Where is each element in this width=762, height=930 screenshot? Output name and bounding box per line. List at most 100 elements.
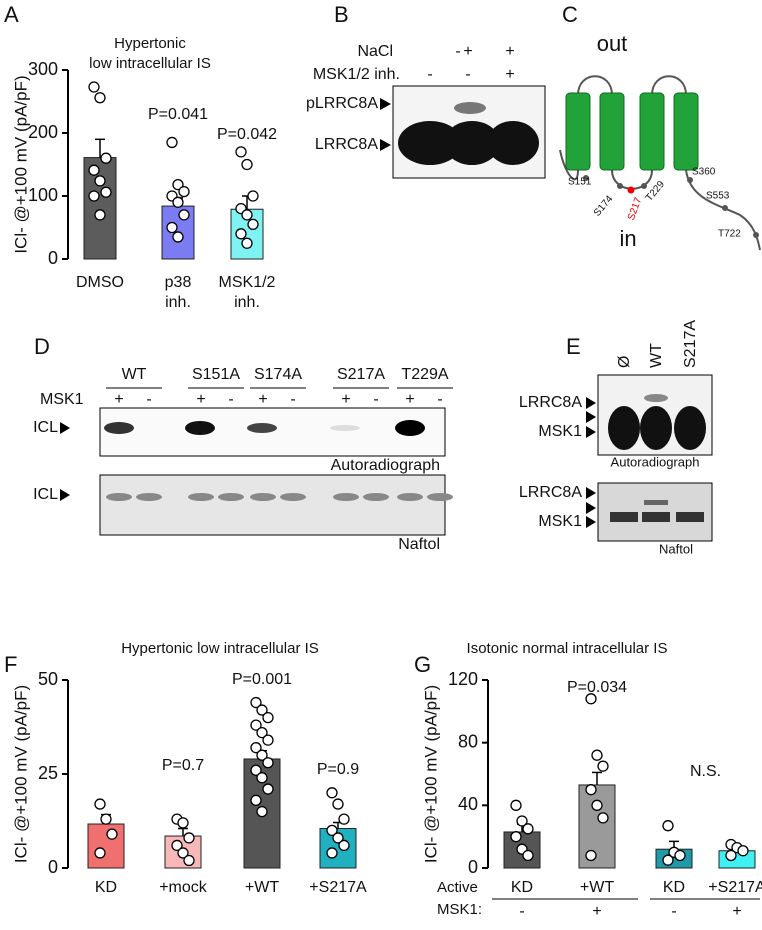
band: [333, 493, 359, 501]
y-tick-label: 25: [38, 763, 58, 783]
chart-title: Isotonic normal intracellular IS: [467, 640, 668, 657]
y-tick-label: 0: [468, 857, 478, 877]
data-point: [172, 196, 184, 208]
band: [136, 493, 162, 501]
band: [427, 493, 453, 501]
y-axis-label: ICl- @+100 mV (pA/pF): [421, 685, 440, 863]
data-point: [597, 760, 609, 772]
y-tick-label: 0: [48, 248, 58, 268]
data-point: [326, 847, 338, 859]
band: [676, 512, 704, 522]
data-point: [183, 832, 195, 844]
arrowhead: [586, 411, 596, 423]
bar: [578, 784, 616, 869]
data-point: [262, 711, 274, 724]
band: [610, 512, 638, 522]
bar: [87, 823, 125, 869]
lane-sign: -: [427, 66, 432, 83]
row-sign: -: [671, 903, 676, 920]
data-point: [250, 719, 262, 731]
band: [218, 493, 244, 501]
panel-letter: D: [34, 334, 50, 359]
data-point: [262, 734, 274, 746]
helices: [565, 92, 699, 171]
site: [617, 183, 623, 189]
y-tick-label: 100: [28, 185, 58, 205]
site: [722, 205, 728, 211]
lane-sign: -: [228, 391, 233, 408]
lane-sign: +: [196, 391, 205, 408]
panel-letter: C: [562, 2, 578, 27]
chart-title: Hypertonic low intracellular IS: [121, 640, 319, 657]
blot: [99, 407, 446, 457]
data-point: [725, 849, 737, 862]
lane-sign: -: [465, 66, 470, 83]
lane-sign: +: [505, 66, 514, 83]
lane-label: WT: [648, 343, 665, 368]
band-label: pLRRC8A: [306, 95, 378, 112]
data-point: [332, 832, 344, 844]
site-label: S174: [592, 193, 616, 218]
row-label: MSK1:: [437, 901, 482, 918]
y-tick-label: 0: [48, 857, 58, 877]
arrowhead: [60, 489, 70, 501]
data-point: [235, 146, 247, 158]
treatment-label: NaCl: [357, 43, 393, 60]
data-point: [262, 757, 274, 769]
band: [106, 493, 132, 501]
data-point: [256, 749, 268, 761]
band-label: LRRC8A: [519, 394, 582, 411]
x-tick-label: inh.: [165, 294, 191, 311]
data-point: [338, 839, 350, 852]
arrowhead: [586, 487, 596, 499]
lane-label: Ø: [616, 356, 633, 368]
y-tick-label: 50: [38, 669, 58, 689]
band: [644, 394, 668, 402]
lane-sign: +: [341, 391, 350, 408]
data-point: [166, 221, 178, 234]
x-tick-label: KD: [663, 879, 685, 896]
site-label: S360: [692, 167, 716, 178]
data-point: [171, 839, 183, 852]
bar: [83, 157, 117, 260]
blot: [99, 474, 446, 536]
band: [185, 421, 215, 435]
lane-sign: -: [146, 391, 151, 408]
row-sign: -: [519, 903, 524, 920]
data-point: [585, 693, 597, 705]
data-point: [256, 726, 268, 739]
y-tick-label: 200: [28, 122, 58, 142]
x-tick-label: inh.: [234, 294, 260, 311]
data-point: [88, 164, 100, 176]
lane-sign: +: [405, 391, 414, 408]
construct-label: WT: [122, 366, 147, 383]
site: [627, 186, 635, 194]
annotation: P=0.042: [217, 126, 277, 143]
data-point: [94, 92, 106, 104]
data-point: [177, 817, 189, 829]
y-axis-label: ICl- @+100 mV (pA/pF): [11, 75, 30, 253]
band: [608, 406, 640, 450]
data-point: [247, 190, 259, 202]
data-point: [88, 81, 100, 93]
band: [247, 423, 277, 433]
data-point: [241, 209, 253, 221]
lane-sign: +: [114, 391, 123, 408]
row-sign: +: [592, 903, 601, 920]
band: [487, 121, 539, 165]
band: [280, 493, 306, 501]
data-point: [597, 812, 609, 824]
site-label: S217: [626, 196, 644, 222]
band-label: ICL: [33, 486, 58, 503]
panel-letter: B: [334, 2, 349, 27]
data-point: [662, 820, 674, 832]
arrowhead: [380, 98, 391, 110]
data-point: [662, 854, 674, 866]
band-label: MSK1: [538, 423, 582, 440]
site-label: S151: [568, 177, 592, 188]
helix: [639, 92, 665, 171]
helix: [673, 92, 699, 171]
x-tick-label: +S217A: [708, 879, 762, 896]
data-point: [338, 813, 350, 825]
stain-label: Autoradiograph: [331, 457, 440, 474]
